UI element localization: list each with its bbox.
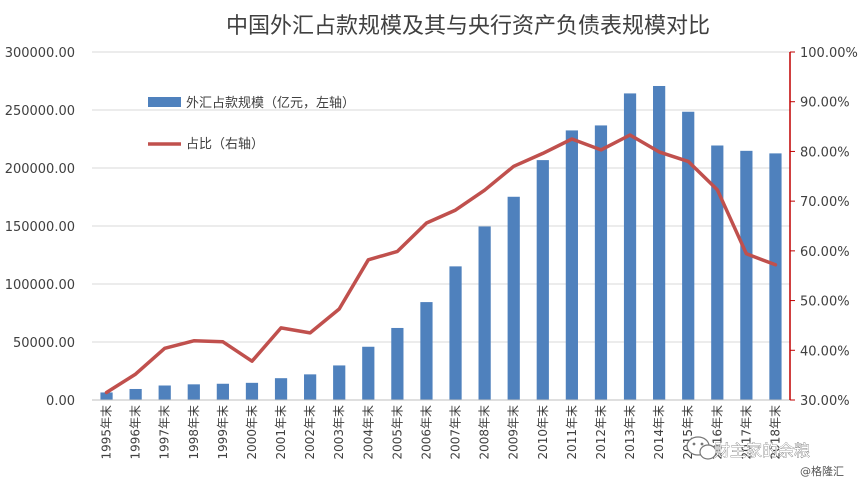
bar [536,160,549,400]
bar [711,145,724,400]
bar [478,226,491,400]
x-tick-label: 2011年末 [565,405,579,460]
y-left-tick-label: 50000.00 [13,336,75,351]
x-tick-label: 1997年末 [158,405,172,460]
y-right-tick-label: 30.00% [800,394,850,409]
bar [507,196,520,400]
line-path [104,133,778,395]
axes: 0.00 50000.00 100000.00 150000.00 200000.00 2… [5,46,858,460]
y-right-tick-label: 90.00% [800,96,850,111]
bar [304,374,317,400]
x-tick-label: 2010年末 [536,405,550,460]
x-tick-label: 2005年末 [390,405,404,460]
x-tick-label: 2017年末 [739,405,753,460]
legend-label-line: 占比（右轴） [186,137,264,152]
x-tick-label: 2008年末 [478,405,492,460]
watermark-credit: @格隆汇 [800,464,844,478]
x-tick-label: 2012年末 [594,405,608,460]
bar [158,385,171,400]
y-left-tick-label: 0.00 [46,394,75,409]
chart-title: 中国外汇占款规模及其与央行资产负债表规模对比 [226,14,710,39]
bar [769,153,782,400]
bar [100,392,113,400]
bar [682,111,695,401]
gridlines [92,51,790,343]
watermark: 财主家的余粮 @格隆汇 [686,436,844,478]
x-tick-label: 2016年末 [710,405,724,460]
y-right-tick-label: 80.00% [800,145,850,160]
line-series [104,133,778,395]
bar [216,383,229,400]
x-tick-label: 1995年末 [100,405,114,460]
bar [391,327,404,400]
x-tick-label: 2018年末 [768,405,782,460]
legend: 外汇占款规模（亿元，左轴） 占比（右轴） [148,96,355,152]
bar [594,125,608,400]
bar [623,93,637,401]
bar [333,365,346,400]
y-left-tick-label: 200000.00 [5,162,75,177]
y-right-tick-label: 50.00% [800,295,850,310]
y-right-tick-label: 100.00% [800,46,858,61]
x-tick-label: 2014年末 [652,405,666,460]
legend-label-bar: 外汇占款规模（亿元，左轴） [186,96,355,111]
wechat-icon [686,436,717,460]
x-tick-label: 1996年末 [129,405,143,460]
bar [420,302,433,400]
y-left-tick-label: 150000.00 [5,220,75,235]
y-left-tick-label: 300000.00 [5,46,75,61]
y-right-tick-label: 60.00% [800,245,850,260]
x-tick-label: 2013年末 [623,405,637,460]
bar-series [100,85,782,401]
bar [362,346,375,400]
bar [187,384,200,400]
bar [449,266,462,400]
watermark-brand: 财主家的余粮 [714,441,810,460]
x-tick-label: 1999年末 [216,405,230,460]
bar [129,388,142,400]
x-tick-label: 2002年末 [303,405,317,460]
x-tick-label: 1998年末 [187,405,201,460]
bar [740,150,753,400]
x-tick-label: 2001年末 [274,405,288,460]
bar [245,382,259,400]
x-tick-label: 2009年末 [507,405,521,460]
y-left-tick-label: 100000.00 [5,278,75,293]
x-tick-label: 2007年末 [449,405,463,460]
bar [274,378,288,400]
y-right-tick-label: 40.00% [800,344,850,359]
x-tick-label: 2003年末 [332,405,346,460]
x-tick-label: 2004年末 [361,405,375,460]
x-tick-label: 2000年末 [245,405,259,460]
x-tick-label: 2006年末 [419,405,433,460]
bar [565,130,578,400]
legend-swatch-bar [148,97,181,107]
y-left-tick-label: 250000.00 [5,104,75,119]
bar [653,85,666,400]
y-right-tick-label: 70.00% [800,195,850,210]
